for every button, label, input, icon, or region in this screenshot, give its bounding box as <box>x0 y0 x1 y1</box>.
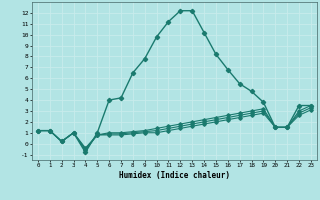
X-axis label: Humidex (Indice chaleur): Humidex (Indice chaleur) <box>119 171 230 180</box>
